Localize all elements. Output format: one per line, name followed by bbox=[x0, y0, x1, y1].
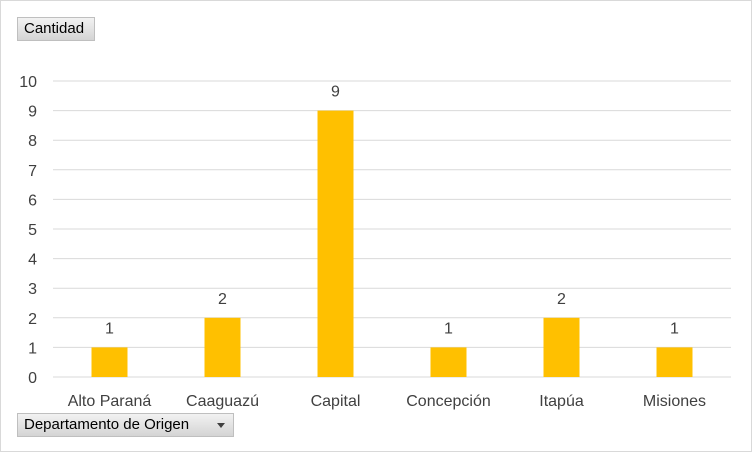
y-tick-label: 9 bbox=[28, 104, 37, 121]
data-label: 9 bbox=[331, 84, 340, 101]
bar bbox=[317, 110, 354, 377]
data-label: 1 bbox=[105, 320, 114, 337]
x-category-label: Itapúa bbox=[539, 393, 584, 410]
data-label: 1 bbox=[670, 320, 679, 337]
y-tick-label: 6 bbox=[28, 192, 37, 209]
bar bbox=[204, 317, 241, 377]
y-tick-label: 3 bbox=[28, 281, 37, 298]
bar bbox=[91, 347, 128, 377]
bar bbox=[543, 317, 580, 377]
x-category-label: Misiones bbox=[643, 393, 706, 410]
x-category-label: Caaguazú bbox=[186, 393, 259, 410]
y-tick-label: 5 bbox=[28, 222, 37, 239]
x-category-label: Alto Paraná bbox=[68, 393, 152, 410]
axis-field-button[interactable]: Departamento de Origen bbox=[17, 413, 234, 437]
bar bbox=[430, 347, 467, 377]
y-tick-label: 4 bbox=[28, 252, 37, 269]
data-label: 2 bbox=[218, 291, 227, 308]
y-tick-label: 0 bbox=[28, 370, 37, 387]
y-tick-label: 7 bbox=[28, 163, 37, 180]
data-label: 1 bbox=[444, 320, 453, 337]
bar bbox=[656, 347, 693, 377]
x-category-label: Capital bbox=[311, 393, 361, 410]
y-tick-label: 1 bbox=[28, 340, 37, 357]
dropdown-arrow-icon[interactable] bbox=[217, 423, 225, 428]
value-field-button[interactable]: Cantidad bbox=[17, 17, 95, 41]
axis-field-label: Departamento de Origen bbox=[24, 416, 190, 433]
y-tick-label: 8 bbox=[28, 133, 37, 150]
y-tick-label: 2 bbox=[28, 311, 37, 328]
value-field-label: Cantidad bbox=[24, 20, 85, 37]
data-label: 2 bbox=[557, 291, 566, 308]
y-tick-label: 10 bbox=[19, 74, 37, 91]
x-category-label: Concepción bbox=[406, 393, 491, 410]
